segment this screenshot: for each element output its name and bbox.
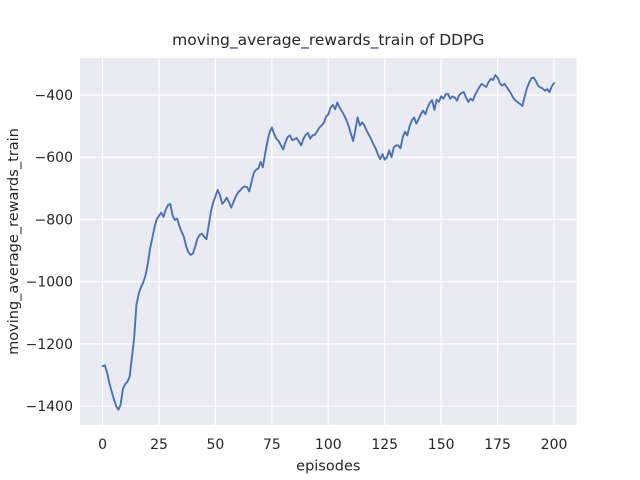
x-tick-label: 25 [150, 437, 168, 453]
y-tick-labels: −400 −600 −800 −1000 −1200 −1400 [26, 88, 73, 415]
x-tick-label: 75 [263, 437, 281, 453]
x-axis-label: episodes [296, 459, 360, 475]
x-tick-label: 100 [315, 437, 342, 453]
y-axis-label: moving_average_rewards_train [6, 128, 22, 355]
x-tick-label: 50 [207, 437, 225, 453]
x-tick-label: 150 [428, 437, 455, 453]
y-tick-label: −1400 [26, 399, 73, 415]
gridlines [80, 58, 577, 425]
x-tick-label: 200 [541, 437, 568, 453]
y-tick-label: −1200 [26, 337, 73, 353]
series-line [101, 74, 555, 411]
x-tick-label: 125 [371, 437, 398, 453]
y-tick-label: −800 [35, 212, 73, 228]
y-tick-label: −1000 [26, 275, 73, 291]
chart-title: moving_average_rewards_train of DDPG [172, 31, 484, 50]
y-tick-label: −600 [35, 150, 73, 166]
x-tick-label: 0 [98, 437, 107, 453]
x-tick-label: 175 [484, 437, 511, 453]
y-tick-label: −400 [35, 88, 73, 104]
x-tick-labels: 0 25 50 75 100 125 150 175 200 [98, 437, 567, 453]
